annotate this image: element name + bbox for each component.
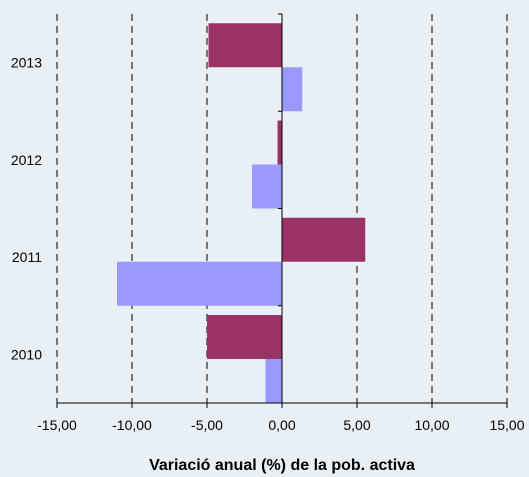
y-tick-label: 2012: [11, 152, 42, 168]
y-tick-label: 2011: [12, 249, 42, 265]
x-tick-label: 5,00: [343, 417, 370, 433]
y-tick-label: 2010: [11, 346, 42, 362]
gridlines: [56, 14, 508, 403]
bars: [117, 23, 366, 403]
y-axis: 2010 2011 2012 2013: [11, 13, 283, 404]
y-tick-label: 2013: [11, 55, 42, 71]
x-tick-label: -15,00: [37, 417, 77, 433]
bar-2013-series-1: [282, 67, 303, 112]
bar-2013-series-2: [208, 23, 282, 68]
bar-2010-series-1: [265, 359, 282, 403]
x-tick-label: 0,00: [268, 417, 295, 433]
bar-2012-series-1: [252, 164, 282, 209]
x-tick-label: 10,00: [414, 417, 449, 433]
bar-2011-series-2: [282, 217, 366, 262]
bar-2011-series-1: [117, 261, 282, 306]
x-axis: -15,00 -10,00 -5,00 0,00 5,00 10,00 15,00: [37, 402, 525, 433]
x-tick-label: -10,00: [112, 417, 152, 433]
bar-2010-series-2: [207, 315, 282, 359]
x-tick-label: 15,00: [489, 417, 524, 433]
x-axis-title: Variació anual (%) de la pob. activa: [149, 457, 415, 474]
bar-2012-series-2: [277, 120, 282, 165]
x-tick-label: -5,00: [191, 417, 223, 433]
